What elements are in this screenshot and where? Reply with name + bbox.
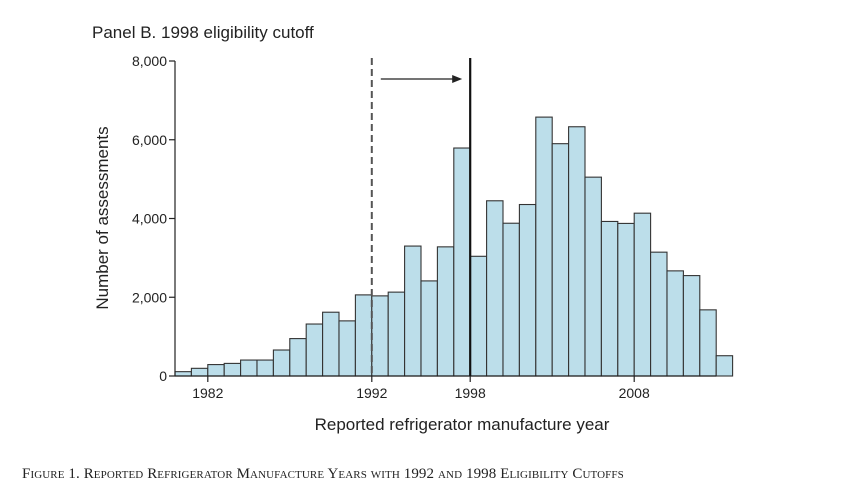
- y-tick-label: 6,000: [132, 132, 167, 148]
- figure-caption: Figure 1. Reported Refrigerator Manufact…: [22, 466, 624, 482]
- bar-1997: [453, 147, 471, 377]
- arrow-head-icon: [452, 75, 463, 83]
- x-axis-title: Reported refrigerator manufacture year: [315, 415, 610, 434]
- bar-1986: [272, 349, 291, 377]
- bar-2005: [584, 176, 602, 377]
- bar-1995: [420, 280, 438, 377]
- bar-1980: [174, 371, 192, 377]
- bar-1987: [289, 338, 307, 377]
- bar-2007: [617, 222, 635, 377]
- bar-2013: [715, 355, 734, 377]
- x-tick-label: 2008: [619, 385, 650, 401]
- y-axis-title: Number of assessments: [93, 126, 112, 309]
- bar-2003: [551, 143, 570, 377]
- bar-1990: [338, 320, 356, 377]
- bar-1981: [190, 367, 209, 377]
- bar-2006: [600, 220, 619, 377]
- bar-2011: [682, 275, 701, 377]
- bar-2009: [650, 251, 668, 377]
- y-tick-label: 2,000: [132, 289, 167, 305]
- bar-1982: [207, 364, 225, 377]
- panel-title: Panel B. 1998 eligibility cutoff: [92, 23, 314, 42]
- bar-2004: [568, 126, 586, 377]
- histogram-chart: Panel B. 1998 eligibility cutoff 0 2,000 4…: [92, 23, 734, 434]
- bar-1999: [486, 200, 504, 377]
- bar-1996: [436, 246, 455, 377]
- bar-2012: [699, 309, 717, 377]
- bar-2001: [518, 203, 537, 377]
- bar-1984: [240, 359, 258, 377]
- bar-1993: [387, 291, 406, 377]
- y-tick-label: 4,000: [132, 211, 167, 227]
- bar-1989: [322, 311, 340, 377]
- bar-1985: [256, 359, 274, 377]
- bar-2008: [633, 212, 652, 377]
- x-tick-label: 1992: [356, 385, 387, 401]
- bar-1998: [469, 255, 488, 377]
- bar-2010: [666, 270, 684, 377]
- bar-1991: [354, 294, 373, 377]
- bar-1992: [371, 295, 389, 377]
- x-tick-label: 1998: [455, 385, 486, 401]
- bar-1983: [223, 362, 242, 377]
- y-tick-label: 0: [159, 368, 167, 384]
- y-tick-label: 8,000: [132, 53, 167, 69]
- bar-1994: [404, 245, 422, 377]
- x-tick-label: 1982: [192, 385, 223, 401]
- bar-1988: [305, 323, 324, 377]
- bar-2000: [502, 222, 520, 377]
- bar-2002: [535, 116, 553, 377]
